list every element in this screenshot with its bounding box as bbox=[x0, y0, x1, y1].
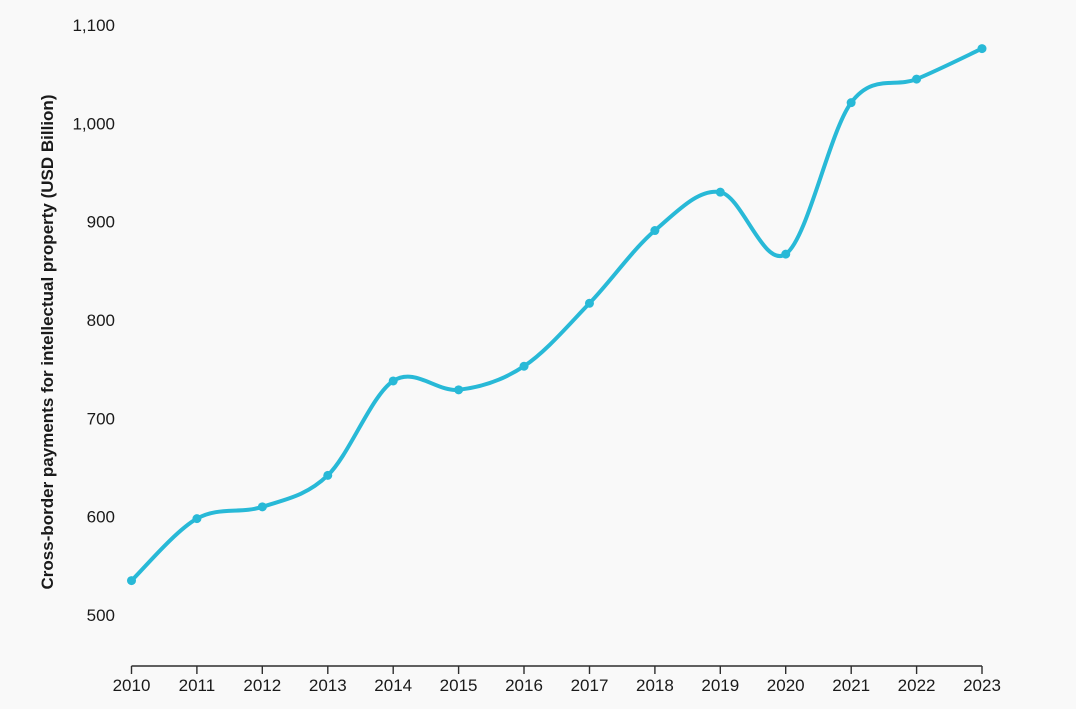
x-tick-label: 2015 bbox=[440, 676, 478, 695]
x-tick-label: 2017 bbox=[571, 676, 609, 695]
data-point-2016 bbox=[519, 361, 529, 371]
x-tick-label: 2010 bbox=[113, 676, 151, 695]
y-tick-label: 800 bbox=[87, 311, 115, 330]
data-point-2010 bbox=[127, 576, 136, 586]
y-axis-title: Cross-border payments for intellectual p… bbox=[38, 95, 57, 590]
data-point-2011 bbox=[192, 514, 202, 524]
data-point-2015 bbox=[454, 385, 464, 395]
y-tick-label: 700 bbox=[87, 409, 115, 428]
y-tick-label: 600 bbox=[87, 508, 115, 527]
x-tick-label: 2012 bbox=[243, 676, 281, 695]
data-point-2023 bbox=[977, 44, 987, 54]
data-point-2022 bbox=[912, 74, 922, 84]
x-tick-label: 2022 bbox=[898, 676, 936, 695]
x-tick-label: 2011 bbox=[179, 676, 216, 695]
x-tick-label: 2018 bbox=[636, 676, 674, 695]
series-line bbox=[129, 46, 984, 583]
y-tick-label: 500 bbox=[87, 606, 115, 625]
x-tick-label: 2021 bbox=[832, 676, 870, 695]
data-point-2020 bbox=[781, 249, 791, 259]
x-axis-tick-labels: 2010 2011 2012 2013 2014 2015 2016 2017 2018 2019… bbox=[113, 676, 1001, 695]
x-tick-label: 2020 bbox=[767, 676, 805, 695]
y-tick-label: 1,100 bbox=[72, 16, 115, 35]
x-tick-label: 2019 bbox=[701, 676, 739, 695]
data-point-2017 bbox=[584, 298, 594, 308]
data-point-2021 bbox=[846, 98, 856, 108]
y-axis-tick-labels: 500 600 700 800 900 1,000 1,100 bbox=[72, 16, 115, 625]
data-point-2013 bbox=[323, 470, 333, 480]
y-tick-label: 900 bbox=[87, 213, 115, 232]
y-tick-label: 1,000 bbox=[72, 114, 115, 133]
x-tick-label: 2013 bbox=[309, 676, 347, 695]
data-point-2014 bbox=[388, 376, 398, 386]
x-tick-label: 2014 bbox=[374, 676, 412, 695]
x-tick-label: 2016 bbox=[505, 676, 543, 695]
data-point-2018 bbox=[650, 226, 660, 236]
x-tick-label: 2023 bbox=[963, 676, 1001, 695]
data-point-2012 bbox=[257, 502, 267, 512]
data-point-2019 bbox=[715, 187, 725, 197]
x-axis bbox=[130, 665, 983, 674]
series-data-points bbox=[127, 44, 987, 586]
